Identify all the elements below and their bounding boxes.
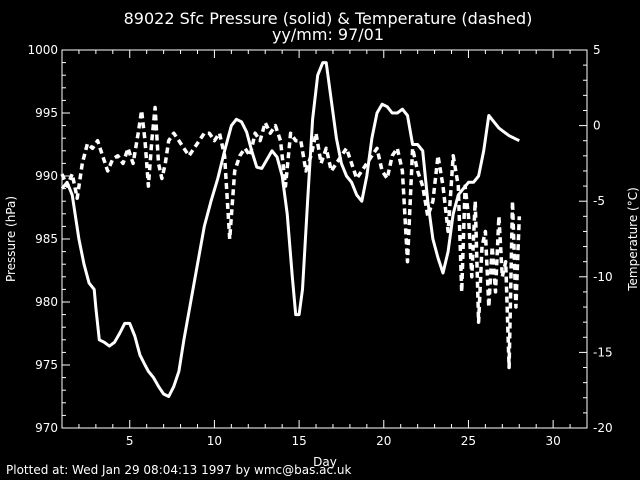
y-left-tick-label: 1000 xyxy=(27,43,58,57)
x-tick-label: 25 xyxy=(461,434,476,448)
x-axis-label: Day xyxy=(313,455,337,469)
series-layer xyxy=(60,61,522,398)
x-tick-label: 10 xyxy=(207,434,222,448)
plot-frame xyxy=(61,49,588,429)
x-tick-label: 30 xyxy=(545,434,560,448)
chart-title: 89022 Sfc Pressure (solid) & Temperature… xyxy=(124,9,533,28)
y-right-tick-label: -15 xyxy=(593,345,613,359)
y-left-tick-label: 995 xyxy=(35,106,58,120)
y-left-tick-label: 970 xyxy=(35,421,58,435)
y-left-tick-label: 990 xyxy=(35,169,58,183)
y-right-tick-label: 5 xyxy=(593,43,601,57)
x-tick-label: 20 xyxy=(376,434,391,448)
y-right-tick-label: -5 xyxy=(593,194,605,208)
y-axis-left: 970 975 980 985 990 995 1000 xyxy=(27,43,70,435)
y-left-tick-label: 980 xyxy=(35,295,58,309)
x-axis: 5 10 15 20 25 30 xyxy=(78,50,571,448)
y-right-tick-label: 0 xyxy=(593,119,601,133)
x-tick-label: 5 xyxy=(126,434,134,448)
y-axis-left-label: Pressure (hPa) xyxy=(4,196,18,282)
y-axis-right: -20 -15 -10 -5 0 5 xyxy=(579,43,613,435)
y-right-tick-label: -10 xyxy=(593,270,613,284)
series-line-pressure xyxy=(60,61,520,398)
y-axis-right-label: Temperature (°C) xyxy=(626,187,640,292)
y-left-tick-label: 985 xyxy=(35,232,58,246)
series-line-temperature xyxy=(60,105,522,370)
y-left-tick-label: 975 xyxy=(35,358,58,372)
chart-subtitle: yy/mm: 97/01 xyxy=(272,25,384,44)
plot-footer: Plotted at: Wed Jan 29 08:04:13 1997 by … xyxy=(6,463,352,477)
x-tick-label: 15 xyxy=(291,434,306,448)
y-right-tick-label: -20 xyxy=(593,421,613,435)
